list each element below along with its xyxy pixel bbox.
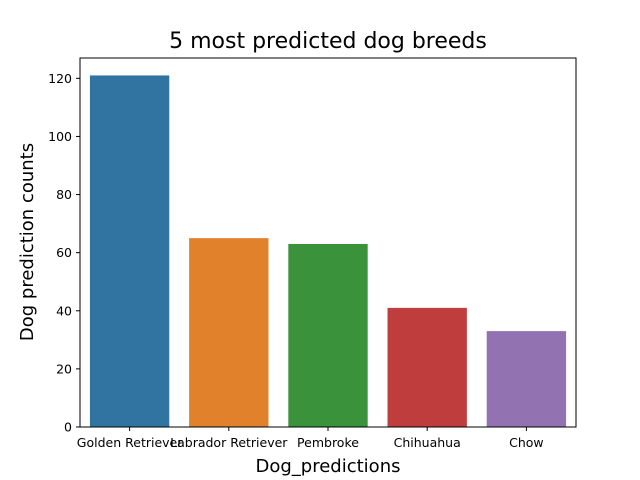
y-tick-label: 40 — [56, 303, 72, 318]
bar-chihuahua — [387, 307, 467, 427]
y-axis-label: Dog prediction counts — [17, 143, 38, 341]
y-tick-label: 0 — [64, 420, 72, 435]
bars-group — [89, 75, 567, 427]
chart-title: 5 most predicted dog breeds — [169, 29, 487, 54]
y-tick-label: 120 — [48, 71, 72, 86]
y-tick-label: 100 — [48, 129, 72, 144]
y-axis-ticks: 0 20 40 60 80 100 120 — [48, 71, 80, 435]
x-tick-label: Pembroke — [297, 435, 359, 450]
x-tick-label: Chihuahua — [394, 435, 461, 450]
x-tick-label: Golden Retriever — [77, 435, 183, 450]
bar-labrador-retriever — [189, 238, 269, 427]
x-tick-label: Labrador Retriever — [170, 435, 288, 450]
plot-area-frame — [79, 57, 577, 428]
x-axis-label: Dog_predictions — [256, 456, 401, 477]
y-tick-label: 80 — [56, 187, 72, 202]
x-tick-label: Chow — [509, 435, 544, 450]
bar-chow — [486, 331, 567, 427]
y-tick-label: 20 — [56, 361, 72, 376]
y-tick-label: 60 — [56, 245, 72, 260]
bar-golden-retriever — [89, 75, 170, 427]
bar-pembroke — [288, 243, 368, 427]
